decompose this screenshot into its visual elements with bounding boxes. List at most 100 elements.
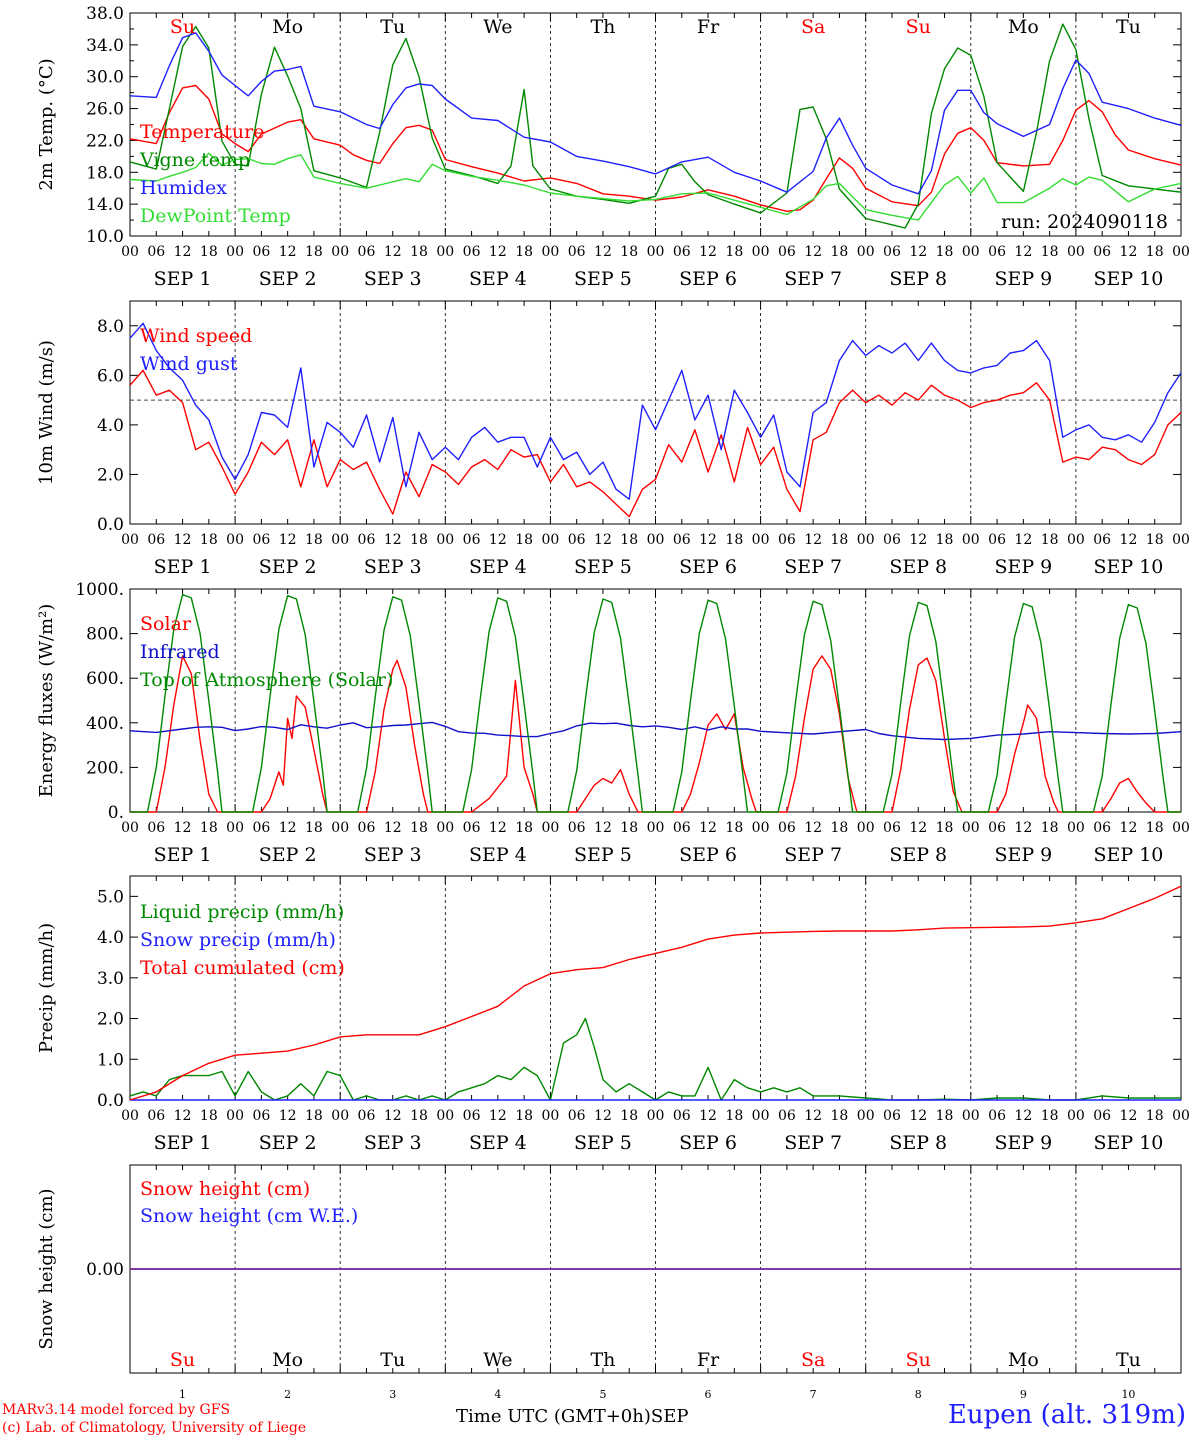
hour-tick-label: 12 <box>279 532 297 548</box>
hour-tick-label: 00 <box>541 1108 559 1124</box>
day-number: 7 <box>810 1388 817 1401</box>
copyright-credit: (c) Lab. of Climatology, University of L… <box>2 1420 307 1436</box>
hour-tick-label: 18 <box>410 244 428 260</box>
y-tick-label: 0.00 <box>86 1260 124 1280</box>
hour-tick-label: 00 <box>857 820 875 836</box>
weekday-label: Fr <box>697 1349 720 1371</box>
date-label: SEP 1 <box>154 556 212 578</box>
hour-tick-label: 00 <box>1172 1108 1190 1124</box>
hour-tick-label: 18 <box>620 820 638 836</box>
hour-tick-label: 18 <box>410 820 428 836</box>
hour-tick-label: 18 <box>1041 820 1059 836</box>
hour-tick-label: 12 <box>699 244 717 260</box>
hour-tick-label: 00 <box>752 820 770 836</box>
hour-tick-label: 06 <box>358 532 376 548</box>
hour-tick-label: 00 <box>436 820 454 836</box>
legend-entry: Liquid precip (mm/h) <box>140 901 344 923</box>
date-label: SEP 1 <box>154 1132 212 1154</box>
date-label: SEP 3 <box>364 1132 422 1154</box>
y-tick-label: 2.0 <box>97 1010 124 1030</box>
hour-tick-label: 00 <box>226 820 244 836</box>
hour-tick-label: 06 <box>673 1108 691 1124</box>
date-label: SEP 7 <box>784 556 842 578</box>
hour-tick-label: 00 <box>962 532 980 548</box>
hour-tick-label: 06 <box>778 244 796 260</box>
legend-entry: DewPoint Temp <box>140 205 291 227</box>
hour-tick-label: 18 <box>620 532 638 548</box>
hour-tick-label: 18 <box>1146 532 1164 548</box>
date-label: SEP 4 <box>469 556 527 578</box>
hour-tick-label: 00 <box>331 820 349 836</box>
y-tick-label: 200. <box>86 758 124 778</box>
hour-tick-label: 18 <box>725 820 743 836</box>
hour-tick-label: 12 <box>384 532 402 548</box>
legend-entry: Temperature <box>140 121 264 143</box>
date-label: SEP 6 <box>679 1132 737 1154</box>
legend-entry: Solar <box>140 613 192 635</box>
hour-tick-label: 06 <box>252 820 270 836</box>
weekday-label: Sa <box>801 1349 825 1371</box>
weekday-label: Su <box>170 16 195 38</box>
y-tick-label: 0.0 <box>97 1091 124 1111</box>
hour-tick-label: 06 <box>673 820 691 836</box>
date-label: SEP 6 <box>679 556 737 578</box>
legend-entry: Vigne temp <box>139 149 250 171</box>
weekday-label: Tu <box>380 1349 405 1371</box>
date-label: SEP 1 <box>154 844 212 866</box>
hour-tick-label: 18 <box>1041 532 1059 548</box>
hour-tick-label: 12 <box>1014 1108 1032 1124</box>
date-label: SEP 10 <box>1094 844 1164 866</box>
hour-tick-label: 00 <box>857 1108 875 1124</box>
hour-tick-label: 06 <box>147 1108 165 1124</box>
hour-tick-label: 18 <box>1146 1108 1164 1124</box>
hour-tick-label: 00 <box>752 532 770 548</box>
hour-tick-label: 18 <box>200 532 218 548</box>
hour-tick-label: 00 <box>1067 244 1085 260</box>
hour-tick-label: 18 <box>200 244 218 260</box>
hour-tick-label: 06 <box>358 820 376 836</box>
hour-tick-label: 00 <box>436 244 454 260</box>
hour-tick-label: 12 <box>804 532 822 548</box>
hour-tick-label: 18 <box>410 1108 428 1124</box>
date-label: SEP 1 <box>154 268 212 290</box>
hour-tick-label: 12 <box>174 1108 192 1124</box>
hour-tick-label: 06 <box>147 244 165 260</box>
date-label: SEP 7 <box>784 1132 842 1154</box>
hour-tick-label: 12 <box>909 244 927 260</box>
hour-tick-label: 12 <box>804 820 822 836</box>
hour-tick-label: 00 <box>436 1108 454 1124</box>
hour-tick-label: 18 <box>515 1108 533 1124</box>
legend-entry: Humidex <box>140 177 227 199</box>
hour-tick-label: 06 <box>358 244 376 260</box>
hour-tick-label: 18 <box>1146 244 1164 260</box>
hour-tick-label: 12 <box>1014 244 1032 260</box>
hour-tick-label: 06 <box>147 820 165 836</box>
date-label: SEP 5 <box>574 1132 632 1154</box>
y-tick-label: 38.0 <box>86 4 124 24</box>
hour-tick-label: 12 <box>174 820 192 836</box>
hour-tick-label: 12 <box>1120 532 1138 548</box>
weekday-label: Mo <box>272 1349 303 1371</box>
hour-tick-label: 18 <box>305 532 323 548</box>
y-tick-label: 1.0 <box>97 1050 124 1070</box>
hour-tick-label: 12 <box>909 532 927 548</box>
hour-tick-label: 06 <box>1093 532 1111 548</box>
hour-tick-label: 12 <box>909 1108 927 1124</box>
hour-tick-label: 12 <box>1014 820 1032 836</box>
hour-tick-label: 06 <box>463 244 481 260</box>
hour-tick-label: 06 <box>1093 820 1111 836</box>
hour-tick-label: 06 <box>673 532 691 548</box>
series-line <box>129 721 1182 741</box>
hour-tick-label: 18 <box>515 532 533 548</box>
hour-tick-label: 06 <box>778 1108 796 1124</box>
hour-tick-label: 06 <box>883 532 901 548</box>
weekday-label: Tu <box>380 16 405 38</box>
hour-tick-label: 18 <box>200 1108 218 1124</box>
hour-tick-label: 06 <box>988 1108 1006 1124</box>
hour-tick-label: 12 <box>804 244 822 260</box>
series-line <box>129 152 1182 221</box>
time-axis-title: Time UTC (GMT+0h)SEP <box>456 1406 688 1427</box>
series-line <box>129 369 1182 518</box>
legend-entry: Infrared <box>140 641 220 663</box>
y-axis-title: Energy fluxes (W/m²) <box>36 604 57 798</box>
